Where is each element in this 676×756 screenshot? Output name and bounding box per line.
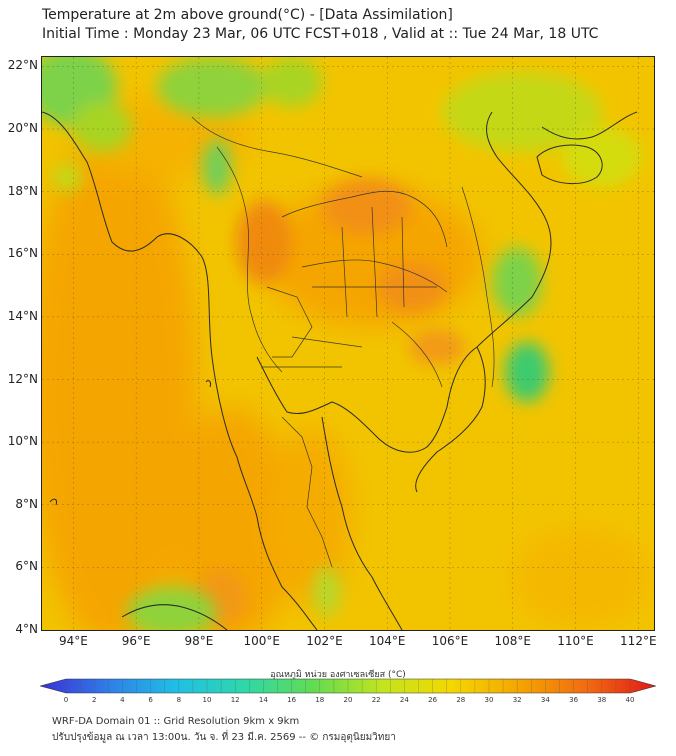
- colorbar-tick-label: 28: [456, 696, 466, 704]
- temperature-map[interactable]: [41, 56, 655, 631]
- lat-tick-label: 10°N: [7, 434, 38, 449]
- lat-tick-label: 22°N: [7, 58, 38, 73]
- colorbar-tick-label: 38: [597, 696, 607, 704]
- lon-tick-label: 102°E: [306, 634, 343, 648]
- lon-tick-label: 100°E: [243, 634, 280, 648]
- colorbar-tick-label: 24: [399, 696, 409, 704]
- lat-tick-label: 4°N: [15, 622, 38, 636]
- cool-north-myanmar: [157, 57, 267, 117]
- map-subtitle: Initial Time : Monday 23 Mar, 06 UTC FCS…: [42, 26, 599, 42]
- sumatra-coast: [121, 604, 228, 630]
- lon-tick-label: 94°E: [58, 634, 88, 648]
- cool-malay: [313, 567, 341, 617]
- cool-sumatra: [127, 587, 217, 630]
- colorbar-tick-label: 26: [428, 696, 438, 704]
- colorbar-tick-label: 12: [230, 696, 240, 704]
- colorbar-tick-label: 10: [202, 696, 212, 704]
- colorbar-tick-label: 18: [315, 696, 325, 704]
- colorbar-tick-label: 36: [569, 696, 579, 704]
- lon-tick-label: 110°E: [557, 634, 594, 648]
- lat-tick-label: 18°N: [7, 183, 38, 198]
- lon-tick-label: 106°E: [431, 634, 469, 648]
- footer-update-info: ปรับปรุงข้อมูล ณ เวลา 13:00น. วัน จ. ที่…: [52, 732, 396, 743]
- colorbar-tick-label: 14: [258, 696, 268, 704]
- cool-annamite: [492, 247, 542, 317]
- se-warm-area: [512, 527, 652, 627]
- andaman-warm-area: [42, 127, 197, 630]
- colorbar-tick-label: 2: [91, 696, 97, 704]
- map-title: Temperature at 2m above ground(°C) - [Da…: [42, 7, 453, 23]
- map-canvas: [42, 57, 654, 630]
- cambodia-coast: [415, 346, 486, 493]
- colorbar-tick-label: 4: [120, 696, 125, 704]
- warm-field-layer: [42, 97, 652, 630]
- colorbar-tick-label: 30: [484, 696, 494, 704]
- colorbar: [40, 678, 656, 694]
- graticule: [42, 57, 654, 630]
- cool-shan: [203, 139, 231, 195]
- colorbar-tick-label: 16: [287, 696, 297, 704]
- lon-tick-label: 112°E: [620, 634, 657, 648]
- footer-grid-info: WRF-DA Domain 01 :: Grid Resolution 9km …: [52, 716, 300, 727]
- gulf-of-tonkin: [541, 111, 638, 140]
- cool-north-vietnam: [442, 72, 602, 152]
- cool-central-highlands: [505, 342, 549, 402]
- colorbar-tick-label: 22: [371, 696, 381, 704]
- colorbar-tick-label: 34: [540, 696, 550, 704]
- colorbar-tick-label: 0: [63, 696, 69, 704]
- lat-tick-label: 20°N: [7, 121, 38, 136]
- hot-core-cambodia: [409, 329, 465, 365]
- lon-tick-label: 98°E: [184, 634, 214, 648]
- lat-tick-label: 16°N: [7, 246, 38, 261]
- cool-field-layer: [42, 57, 642, 630]
- chart-title-block: Temperature at 2m above ground(°C) - [Da…: [42, 6, 598, 44]
- hot-core-west: [236, 200, 292, 284]
- andaman-islands: [49, 498, 57, 506]
- colorbar-tick-label: 32: [512, 696, 522, 704]
- colorbar-title: อุณหภูมิ หน่วย องศาเซลเซียส (°C): [270, 670, 406, 680]
- admin-borders: [191, 116, 495, 568]
- peninsula-east-coast: [321, 416, 403, 630]
- myanmar-west-coast: [42, 111, 318, 630]
- hot-core-north: [322, 179, 412, 235]
- lon-tick-label: 96°E: [121, 634, 151, 648]
- hainan-island: [536, 144, 603, 184]
- colorbar-tick-label: 6: [148, 696, 153, 704]
- thai-indochina-coast: [256, 111, 552, 453]
- coastlines: [42, 111, 638, 630]
- colorbar-tick-label: 8: [176, 696, 182, 704]
- lon-tick-label: 104°E: [368, 634, 406, 648]
- lat-tick-label: 8°N: [15, 496, 38, 511]
- lat-tick-label: 6°N: [15, 559, 38, 574]
- lon-tick-label: 108°E: [494, 634, 532, 648]
- lat-tick-label: 12°N: [7, 371, 38, 386]
- colorbar-tick-label: 20: [343, 696, 353, 704]
- southern-warm-area: [172, 407, 292, 630]
- lat-tick-label: 14°N: [7, 308, 38, 323]
- colorbar-tick-label: 40: [625, 696, 635, 704]
